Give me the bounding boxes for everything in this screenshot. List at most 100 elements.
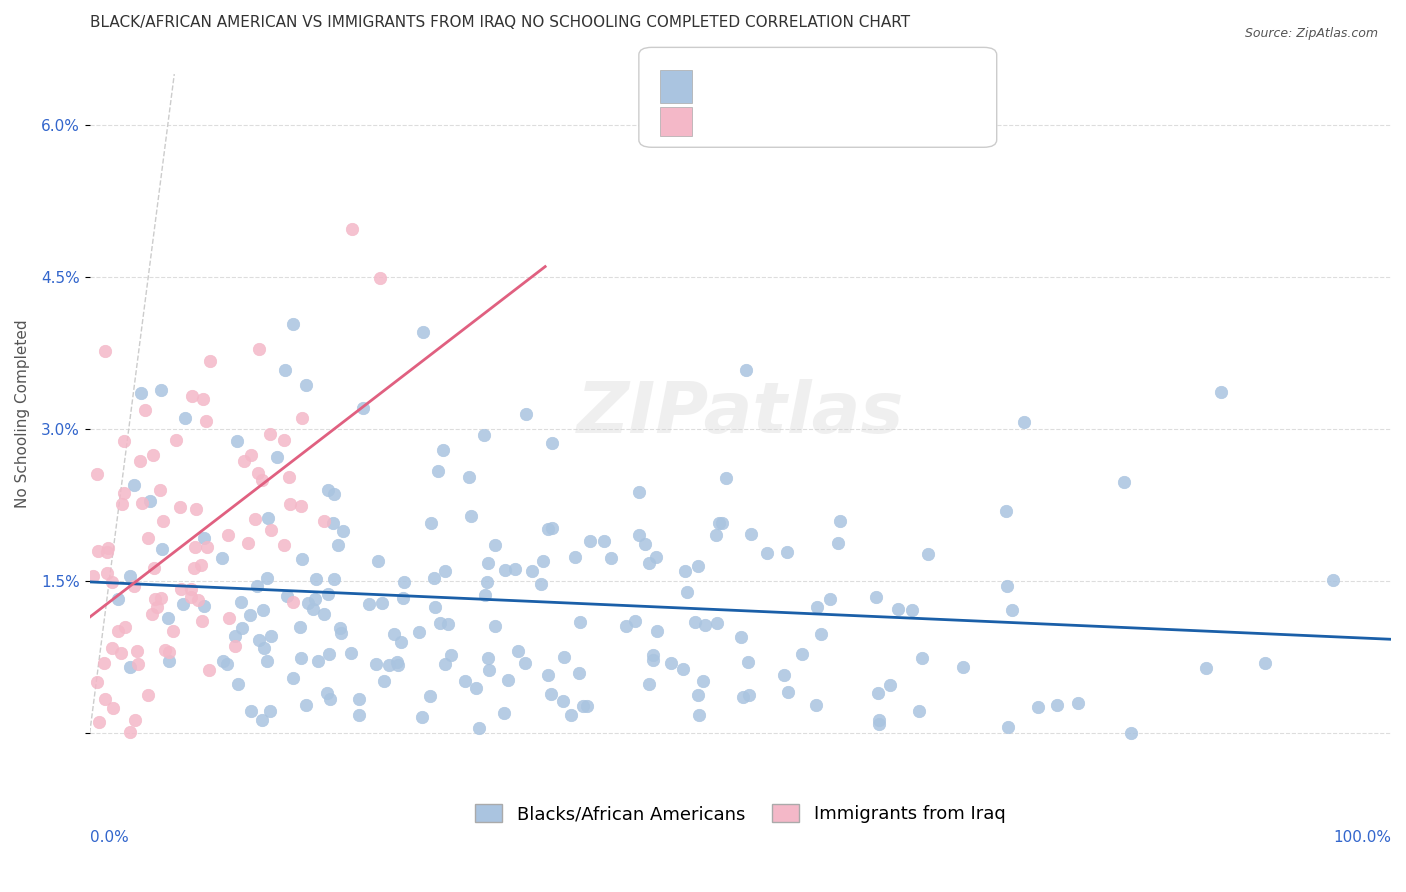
Point <box>659 656 682 670</box>
Point <box>1119 726 1142 740</box>
Point <box>157 645 180 659</box>
Point <box>575 699 598 714</box>
Point <box>93 343 115 358</box>
Point <box>579 533 602 548</box>
Point <box>468 721 491 735</box>
Point <box>276 589 298 603</box>
Point <box>224 629 246 643</box>
Point <box>475 574 498 589</box>
Point <box>478 663 501 677</box>
Point <box>169 500 191 515</box>
Point <box>122 478 145 492</box>
Point <box>150 383 173 397</box>
Point <box>259 427 281 442</box>
Point <box>224 639 246 653</box>
Point <box>165 433 187 447</box>
Point <box>641 648 664 663</box>
Point <box>259 523 281 537</box>
Text: N =: N = <box>825 78 865 95</box>
Point <box>274 363 297 377</box>
Point <box>1114 475 1136 489</box>
Point <box>118 568 141 582</box>
Legend: Blacks/African Americans, Immigrants from Iraq: Blacks/African Americans, Immigrants fro… <box>464 793 1017 834</box>
Point <box>290 499 312 513</box>
Point <box>378 658 401 673</box>
Point <box>259 704 281 718</box>
Point <box>600 551 623 566</box>
Point <box>127 657 149 672</box>
Point <box>332 524 354 538</box>
Point <box>1067 696 1090 710</box>
Point <box>128 454 150 468</box>
Point <box>391 591 413 605</box>
Point <box>96 545 118 559</box>
Point <box>553 649 575 664</box>
Point <box>233 454 256 468</box>
Point <box>173 411 195 425</box>
Point <box>997 720 1019 734</box>
Point <box>347 708 370 723</box>
Point <box>683 615 706 629</box>
Point <box>382 627 405 641</box>
Point <box>537 522 560 536</box>
Point <box>124 714 146 728</box>
Point <box>250 473 273 487</box>
Text: Source: ZipAtlas.com: Source: ZipAtlas.com <box>1244 27 1378 40</box>
Text: ZIPatlas: ZIPatlas <box>576 379 904 448</box>
Point <box>688 707 710 722</box>
Point <box>197 663 219 677</box>
Point <box>316 483 339 498</box>
Point <box>273 538 295 552</box>
Point <box>86 674 108 689</box>
Point <box>181 389 204 403</box>
Point <box>157 654 180 668</box>
Point <box>394 574 416 589</box>
Point <box>184 541 207 555</box>
Point <box>110 646 132 660</box>
Point <box>1046 698 1069 712</box>
Point <box>515 656 537 670</box>
Point <box>810 626 832 640</box>
Point <box>295 698 318 712</box>
Point <box>472 427 495 442</box>
Point <box>82 568 104 582</box>
Point <box>187 592 209 607</box>
Point <box>297 596 319 610</box>
Point <box>672 663 695 677</box>
Point <box>707 516 730 530</box>
Text: 0.514: 0.514 <box>699 107 749 126</box>
Point <box>86 467 108 482</box>
Point <box>1322 574 1344 588</box>
Point <box>568 615 591 629</box>
Point <box>211 550 233 565</box>
Point <box>628 528 651 542</box>
FancyBboxPatch shape <box>659 70 692 103</box>
Point <box>868 713 890 727</box>
Point <box>828 514 851 528</box>
Point <box>290 411 312 425</box>
Point <box>120 724 142 739</box>
Point <box>134 403 156 417</box>
Point <box>866 686 889 700</box>
Point <box>314 514 336 528</box>
Point <box>112 486 135 500</box>
Point <box>314 607 336 621</box>
Point <box>806 599 828 614</box>
Point <box>283 318 305 332</box>
Point <box>477 650 499 665</box>
Point <box>329 622 352 636</box>
Point <box>531 554 554 568</box>
Point <box>101 641 124 656</box>
Point <box>250 713 273 727</box>
Point <box>419 689 441 703</box>
Text: 199: 199 <box>863 78 898 95</box>
Point <box>412 325 434 339</box>
Point <box>540 687 562 701</box>
Point <box>1014 416 1036 430</box>
Point <box>494 563 516 577</box>
Point <box>305 572 328 586</box>
Point <box>307 654 329 668</box>
Point <box>911 651 934 665</box>
Point <box>197 540 219 554</box>
Point <box>827 536 849 550</box>
